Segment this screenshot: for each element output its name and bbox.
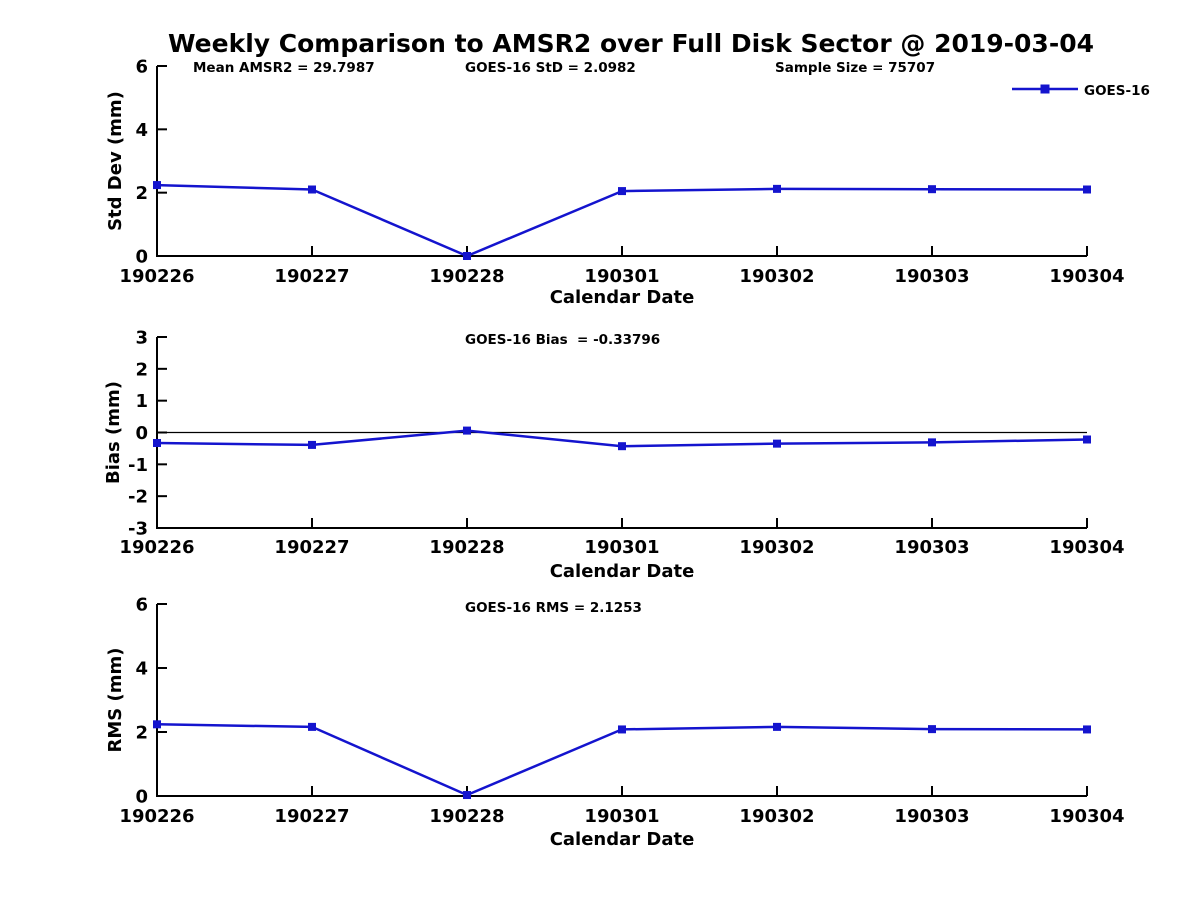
data-point-marker — [618, 442, 626, 451]
x-tick-label: 190302 — [739, 806, 814, 827]
y-tick-label: 0 — [135, 787, 148, 808]
std-dev-chart: 0 2 4 6 190226 190227 190228 190301 190302 190303… — [105, 57, 1150, 309]
y-tick-label: 0 — [135, 247, 148, 268]
x-tick-label: 190302 — [739, 537, 814, 558]
data-point-marker — [618, 725, 626, 734]
axis-frame — [156, 66, 1087, 257]
data-point-marker — [463, 791, 471, 800]
stat-annotation: GOES-16 RMS = 2.1253 — [465, 600, 642, 616]
y-tick-label: -2 — [128, 487, 148, 508]
axis-frame — [156, 604, 1087, 797]
data-point-marker — [153, 439, 161, 448]
y-tick-label: 4 — [135, 659, 148, 680]
x-tick-label: 190227 — [274, 806, 349, 827]
x-axis-ticks: 190226 190227 190228 190301 190302 190303 1903… — [119, 786, 1125, 827]
stat-annotation: Mean AMSR2 = 29.7987 — [193, 60, 375, 76]
y-tick-label: 3 — [135, 328, 148, 349]
x-tick-label: 190301 — [584, 266, 659, 287]
data-point-marker — [773, 722, 781, 731]
y-tick-label: 2 — [135, 723, 148, 744]
x-axis-ticks: 190226 190227 190228 190301 190302 190303 1903… — [119, 246, 1125, 287]
x-tick-label: 190304 — [1049, 806, 1124, 827]
y-axis-ticks: 0 2 4 6 — [135, 57, 167, 268]
data-point-marker — [308, 722, 316, 731]
x-tick-label: 190302 — [739, 266, 814, 287]
x-tick-label: 190226 — [119, 266, 194, 287]
x-tick-label: 190228 — [429, 537, 504, 558]
x-axis-ticks: 190226 190227 190228 190301 190302 190303 1903… — [119, 518, 1125, 558]
data-point-marker — [153, 720, 161, 729]
data-point-marker — [1083, 725, 1091, 734]
data-point-marker — [618, 187, 626, 196]
y-tick-label: 6 — [135, 595, 148, 616]
stat-annotation: Sample Size = 75707 — [775, 60, 935, 76]
y-tick-label: 2 — [135, 183, 148, 204]
y-tick-label: 0 — [135, 423, 148, 444]
x-tick-label: 190227 — [274, 266, 349, 287]
x-tick-label: 190228 — [429, 266, 504, 287]
rms-chart: 0 2 4 6 190226 190227 190228 190301 190302 190303… — [105, 595, 1125, 851]
y-axis-title: Std Dev (mm) — [105, 91, 126, 231]
x-tick-label: 190301 — [584, 806, 659, 827]
data-point-marker — [463, 426, 471, 435]
x-axis-title: Calendar Date — [550, 561, 695, 582]
x-tick-label: 190301 — [584, 537, 659, 558]
data-point-marker — [1083, 185, 1091, 194]
y-tick-label: -3 — [128, 519, 148, 540]
y-tick-label: 1 — [135, 391, 148, 412]
x-axis-title: Calendar Date — [550, 287, 695, 308]
data-point-marker — [1083, 435, 1091, 444]
stat-annotation: GOES-16 Bias = -0.33796 — [465, 332, 660, 348]
data-point-marker — [928, 185, 936, 194]
legend-marker — [1040, 84, 1050, 94]
x-tick-label: 190228 — [429, 806, 504, 827]
legend-label: GOES-16 — [1084, 83, 1150, 99]
data-point-marker — [308, 440, 316, 449]
data-point-marker — [928, 725, 936, 734]
y-tick-label: 6 — [135, 57, 148, 78]
figure-title: Weekly Comparison to AMSR2 over Full Dis… — [167, 29, 1094, 58]
data-point-marker — [773, 439, 781, 448]
x-tick-label: 190303 — [894, 266, 969, 287]
goes16-markers — [153, 181, 1091, 260]
x-tick-label: 190303 — [894, 806, 969, 827]
data-point-marker — [928, 438, 936, 447]
x-axis-title: Calendar Date — [550, 829, 695, 850]
data-point-marker — [773, 184, 781, 193]
y-tick-label: 4 — [135, 120, 148, 141]
y-tick-label: 2 — [135, 359, 148, 380]
y-axis-title: Bias (mm) — [103, 381, 124, 484]
goes16-line — [156, 723, 1088, 797]
data-point-marker — [153, 181, 161, 190]
goes16-markers — [153, 720, 1091, 800]
data-point-marker — [308, 185, 316, 194]
x-tick-label: 190227 — [274, 537, 349, 558]
x-tick-label: 190304 — [1049, 266, 1124, 287]
x-tick-label: 190304 — [1049, 537, 1124, 558]
y-axis-ticks: -3 -2 -1 0 1 2 3 — [128, 328, 167, 540]
x-tick-label: 190226 — [119, 806, 194, 827]
bias-chart: -3 -2 -1 0 1 2 3 190226 190227 190228 190301 190302… — [103, 328, 1125, 583]
x-tick-label: 190226 — [119, 537, 194, 558]
y-axis-ticks: 0 2 4 6 — [135, 595, 167, 808]
legend: GOES-16 — [1012, 83, 1150, 99]
goes16-line — [156, 183, 1088, 258]
stat-annotation: GOES-16 StD = 2.0982 — [465, 60, 636, 76]
x-tick-label: 190303 — [894, 537, 969, 558]
y-tick-label: -1 — [128, 455, 148, 476]
goes16-markers — [153, 426, 1091, 451]
y-axis-title: RMS (mm) — [105, 648, 126, 753]
data-point-marker — [463, 252, 471, 260]
